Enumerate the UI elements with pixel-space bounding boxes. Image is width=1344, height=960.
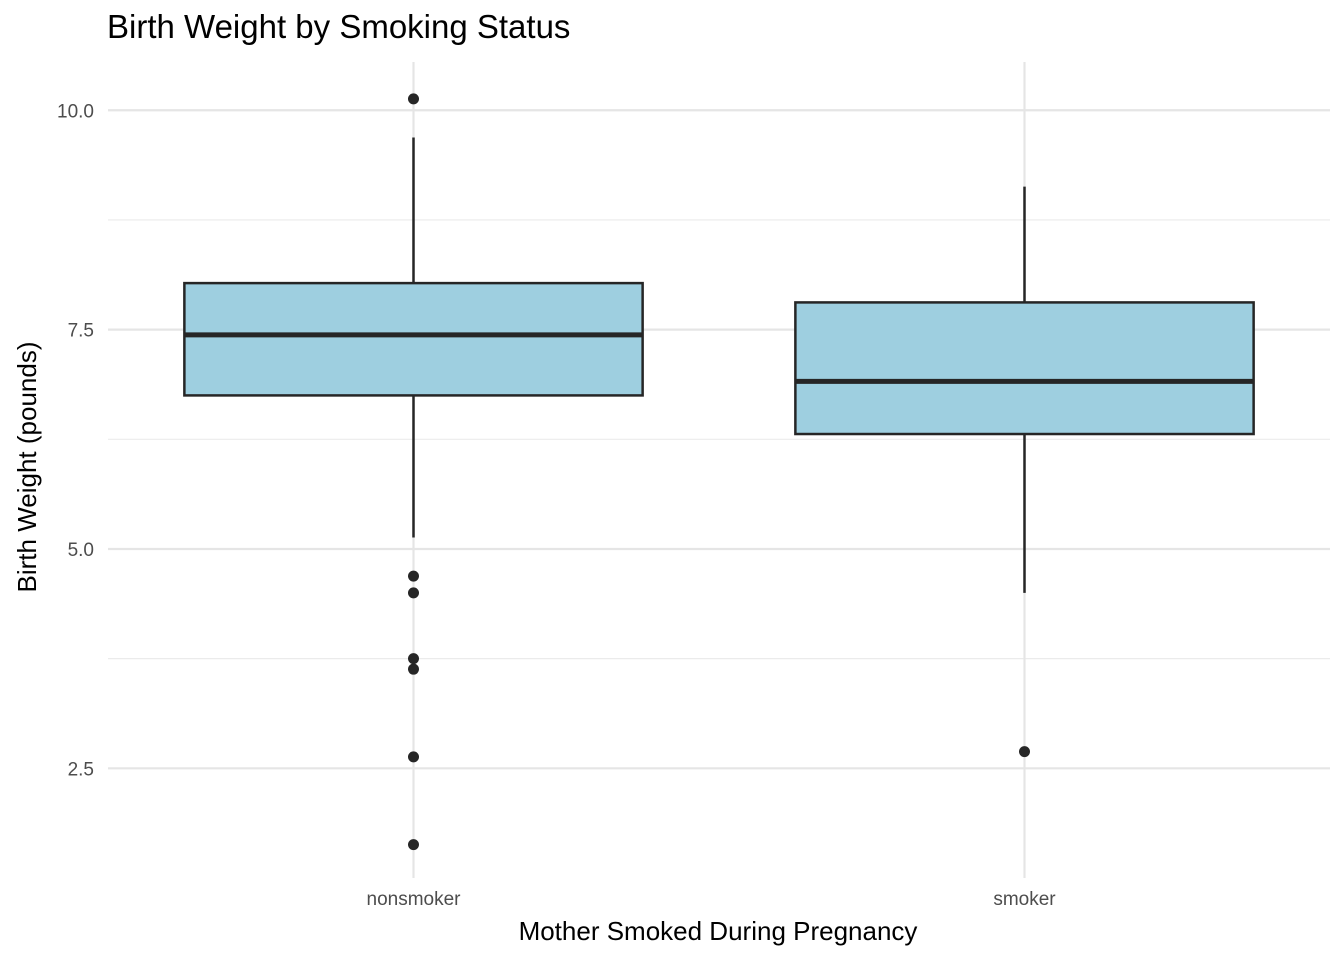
outlier-point [408,93,419,105]
x-tick-label: smoker [993,889,1056,910]
outlier-point [1019,746,1030,758]
chart-title: Birth Weight by Smoking Status [107,8,571,45]
outlier-point [408,587,419,599]
outlier-point [408,653,419,665]
tick-labels: 2.5 5.0 7.5 10.0 nonsmoker smoker [57,101,1056,910]
x-tick-label: nonsmoker [367,889,462,910]
outlier-point [408,839,419,851]
outlier-point [408,663,419,675]
box-layer [183,93,1255,851]
grid-lines [108,62,1330,878]
y-tick-label: 10.0 [57,101,94,122]
box-nonsmoker [183,93,644,851]
outlier-point [408,751,419,763]
outlier-point [408,570,419,582]
y-tick-label: 7.5 [68,321,94,342]
y-tick-label: 5.0 [68,540,94,561]
y-axis-title: Birth Weight (pounds) [12,342,42,593]
x-axis-title: Mother Smoked During Pregnancy [519,916,918,946]
y-tick-label: 2.5 [68,759,94,780]
iqr-box [183,281,644,397]
iqr-box [794,301,1255,436]
box-smoker [794,186,1255,758]
